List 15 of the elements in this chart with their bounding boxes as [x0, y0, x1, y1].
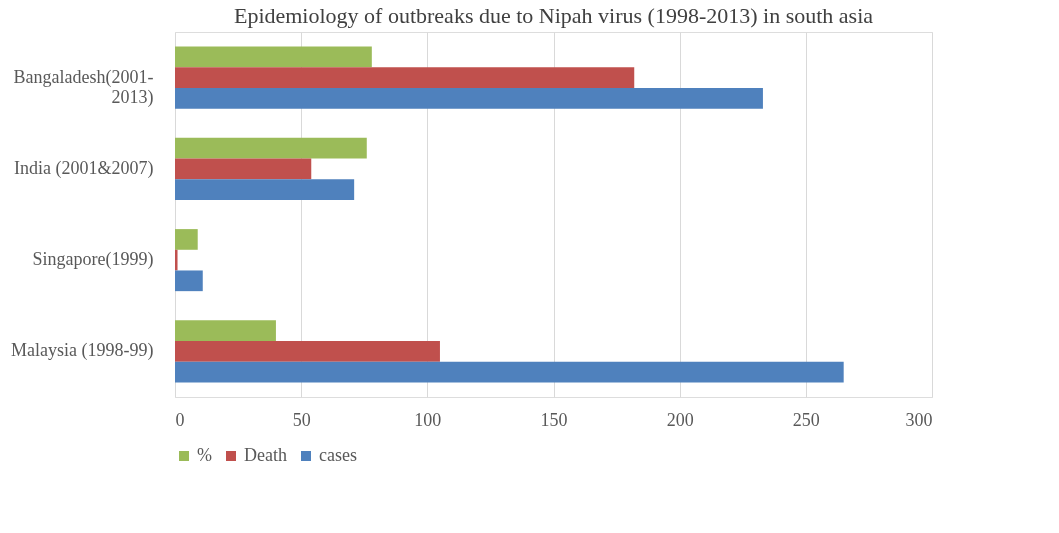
x-tick-label: 0	[175, 409, 185, 430]
legend-label: Death	[244, 445, 287, 465]
chart-title: Epidemiology of outbreaks due to Nipah virus (1998-2013) in south asia	[233, 3, 874, 28]
x-tick-label: 200	[666, 409, 694, 430]
y-tick-label: India (2001&2007)	[14, 157, 154, 179]
y-tick-label: Singapore(1999)	[32, 249, 154, 271]
x-tick-label: 100	[414, 409, 442, 430]
x-tick-label: 250	[792, 409, 820, 430]
legend-label: %	[197, 445, 212, 465]
x-tick-label: 300	[905, 409, 933, 430]
x-tick-label: 50	[292, 409, 311, 430]
x-tick-label: 150	[540, 409, 568, 430]
y-tick-label: Bangaladesh(2001-2013)	[13, 66, 154, 108]
legend-label: cases	[319, 445, 357, 465]
y-tick-label: Malaysia (1998-99)	[11, 340, 154, 362]
